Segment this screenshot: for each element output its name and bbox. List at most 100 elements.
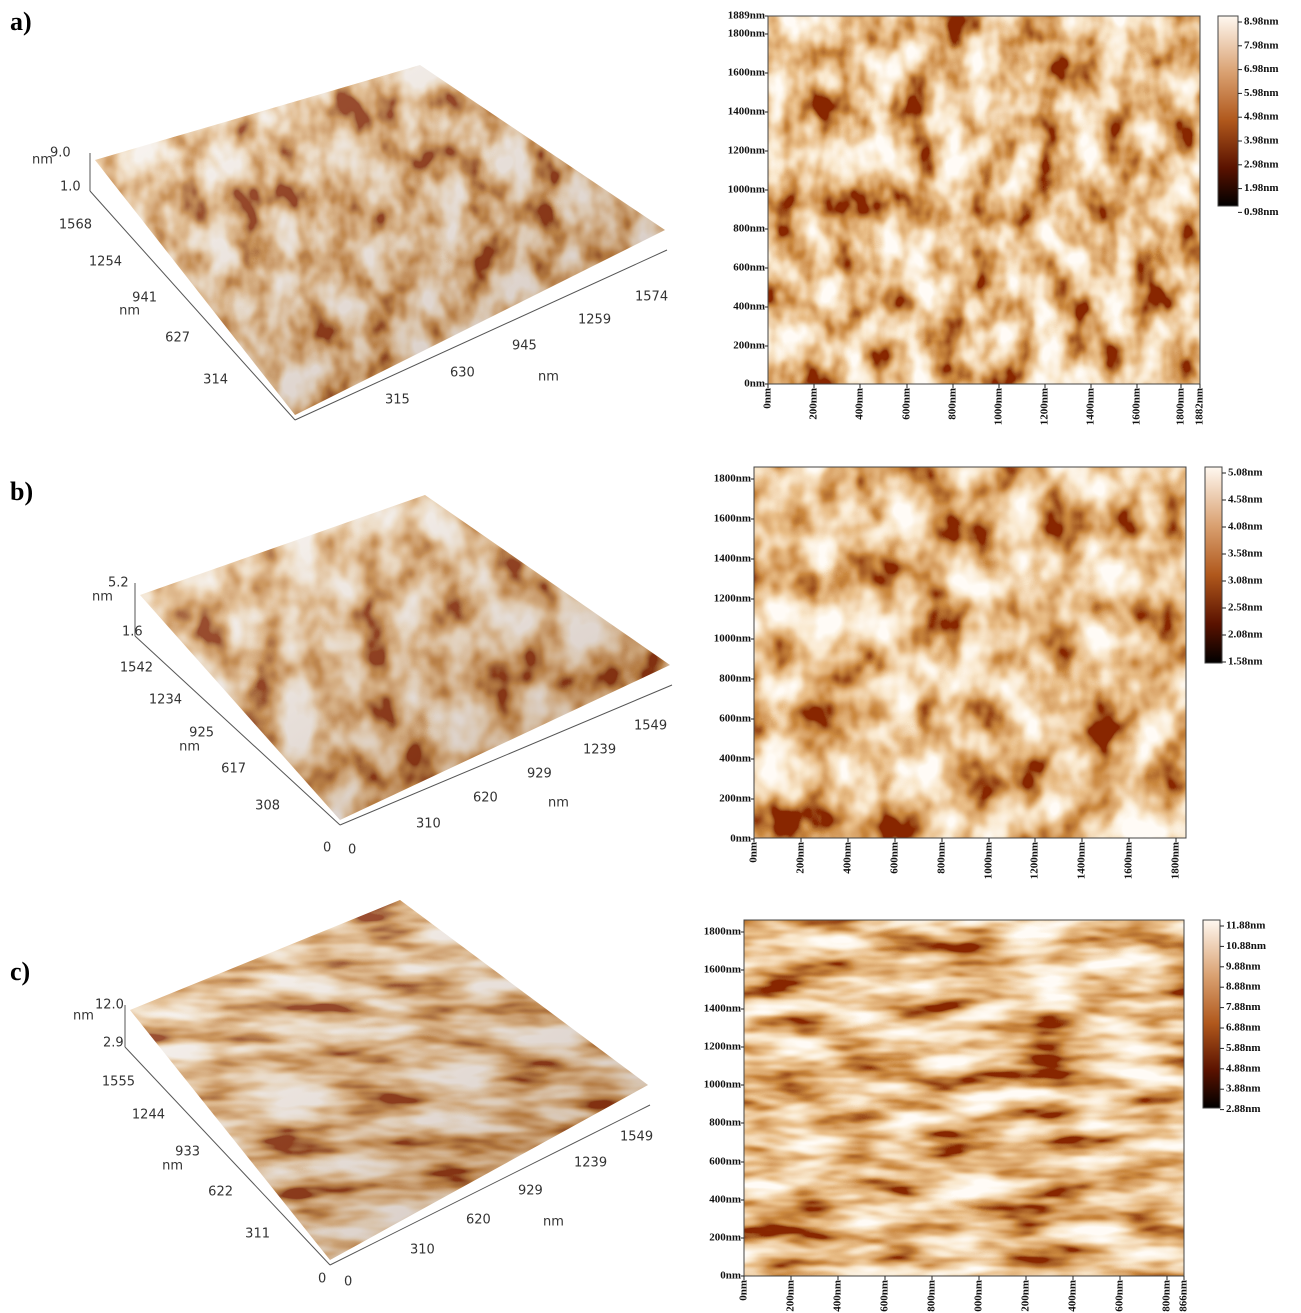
y-tick-label: 1244 <box>132 1108 165 1123</box>
z-min: 2.9 <box>103 1036 124 1051</box>
afm-map <box>744 920 1184 1276</box>
map-y-tick-label: 1400nm <box>714 553 751 565</box>
colorbar-label: 0.98nm <box>1244 206 1279 218</box>
map-y-tick-label: 1000nm <box>704 1079 741 1091</box>
y-origin: 0 <box>323 841 331 856</box>
map-y-tick-label: 600nm <box>719 713 751 725</box>
y-tick-label: 308 <box>255 799 280 814</box>
map-x-tick-label: 800nm <box>926 1280 938 1312</box>
x-tick-label: 620 <box>466 1213 491 1228</box>
map-x-tick-label: 0nm <box>738 1280 750 1301</box>
map-x-tick-label: 800nm <box>947 388 959 420</box>
x-unit: nm <box>543 1215 564 1230</box>
map-y-tick-label: 1200nm <box>728 145 765 157</box>
x-tick-label: 1239 <box>574 1156 607 1171</box>
y-tick-label: 311 <box>245 1227 270 1242</box>
map-x-tick-label: 0nm <box>748 842 760 863</box>
colorbar-label: 6.88nm <box>1226 1022 1261 1034</box>
map-x-tick-label: 200nm <box>1020 1280 1032 1312</box>
map-x-tick-label: 600nm <box>889 842 901 874</box>
colorbar-label: 10.88nm <box>1226 940 1266 952</box>
y-tick-label: 622 <box>208 1185 233 1200</box>
map-y-tick-label: 1000nm <box>714 633 751 645</box>
z-max: 9.0 <box>50 146 71 161</box>
map-x-tick-label: 800nm <box>936 842 948 874</box>
colorbar-label: 5.88nm <box>1226 1042 1261 1054</box>
map-x-tick-label: 0nm <box>762 388 774 409</box>
colorbar-label: 5.98nm <box>1244 87 1279 99</box>
map-y-tick-label: 1000nm <box>728 184 765 196</box>
map-y-tick-label: 1200nm <box>704 1041 741 1053</box>
map-x-tick-label: 1800nm <box>1175 388 1187 425</box>
y-tick-label: 1542 <box>120 661 153 676</box>
colorbar-label: 8.98nm <box>1244 16 1279 28</box>
map-y-tick-label: 1600nm <box>728 67 765 79</box>
y-tick-label: 617 <box>221 762 246 777</box>
map-y-tick-label: 400nm <box>709 1194 741 1206</box>
colorbar-label: 2.98nm <box>1244 158 1279 170</box>
y-tick-label: 1234 <box>149 693 182 708</box>
x-origin: 0 <box>348 843 356 858</box>
x-tick-label: 630 <box>450 366 475 381</box>
colorbar-label: 8.88nm <box>1226 981 1261 993</box>
map-y-tick-label: 1600nm <box>714 513 751 525</box>
map-x-tick-label: 1400nm <box>1085 388 1097 425</box>
x-tick-label: 310 <box>410 1243 435 1258</box>
colorbar-label: 7.98nm <box>1244 39 1279 51</box>
y-tick-label: 627 <box>165 331 190 346</box>
colorbar <box>1205 467 1222 663</box>
map-x-tick-label: 1000nm <box>993 388 1005 425</box>
z-unit: nm <box>73 1009 94 1024</box>
map-x-tick-label: 400nm <box>854 388 866 420</box>
x-tick-label: 929 <box>518 1184 543 1199</box>
y-tick-label: 933 <box>175 1145 200 1160</box>
colorbar-label: 7.88nm <box>1226 1001 1261 1013</box>
y-origin: 0 <box>318 1272 326 1287</box>
map-y-tick-label: 1889nm <box>728 10 765 22</box>
map-y-tick-label: 800nm <box>709 1117 741 1129</box>
y-tick-label: 1254 <box>89 255 122 270</box>
map-x-tick-label: 1882nm <box>1194 388 1206 425</box>
map-y-tick-label: 1800nm <box>714 473 751 485</box>
surface-shade <box>140 495 670 820</box>
panel-label: b) <box>10 477 33 506</box>
colorbar-label: 3.98nm <box>1244 135 1279 147</box>
colorbar-label: 4.88nm <box>1226 1062 1261 1074</box>
map-x-tick-label: 600nm <box>1114 1280 1126 1312</box>
map-x-tick-label: 600nm <box>879 1280 891 1312</box>
map-x-tick-label: 1400nm <box>1076 842 1088 879</box>
x-tick-label: 1259 <box>578 313 611 328</box>
x-unit: nm <box>538 370 559 385</box>
colorbar-label: 5.08nm <box>1228 467 1263 479</box>
map-x-tick-label: 000nm <box>973 1280 985 1312</box>
map-y-tick-label: 200nm <box>719 793 751 805</box>
colorbar <box>1218 16 1238 206</box>
colorbar <box>1203 920 1220 1108</box>
map-y-tick-label: 800nm <box>733 223 765 235</box>
colorbar-label: 9.88nm <box>1226 960 1261 972</box>
figure: a)9.0nm1.015681254941627314nm31563094512… <box>0 0 1301 1313</box>
x-tick-label: 1239 <box>583 743 616 758</box>
map-y-tick-label: 1400nm <box>704 1003 741 1015</box>
x-tick-label: 929 <box>527 767 552 782</box>
map-y-tick-label: 400nm <box>733 301 765 313</box>
colorbar-label: 1.98nm <box>1244 182 1279 194</box>
colorbar-label: 11.88nm <box>1226 920 1265 932</box>
map-x-tick-label: 200nm <box>808 388 820 420</box>
y-tick-label: 925 <box>189 726 214 741</box>
z-max: 5.2 <box>108 576 129 591</box>
map-y-tick-label: 800nm <box>719 673 751 685</box>
x-tick-label: 945 <box>512 339 537 354</box>
map-y-tick-label: 1800nm <box>728 28 765 40</box>
y-tick-label: 314 <box>203 373 228 388</box>
map-x-tick-label: 400nm <box>1067 1280 1079 1312</box>
map-y-tick-label: 1200nm <box>714 593 751 605</box>
colorbar-label: 1.58nm <box>1228 656 1263 668</box>
map-x-tick-label: 1600nm <box>1131 388 1143 425</box>
colorbar-label: 4.58nm <box>1228 494 1263 506</box>
map-y-tick-label: 0nm <box>720 1270 741 1282</box>
z-min: 1.6 <box>122 625 143 640</box>
map-x-tick-label: 200nm <box>785 1280 797 1312</box>
map-y-tick-label: 1600nm <box>704 964 741 976</box>
x-unit: nm <box>548 796 569 811</box>
